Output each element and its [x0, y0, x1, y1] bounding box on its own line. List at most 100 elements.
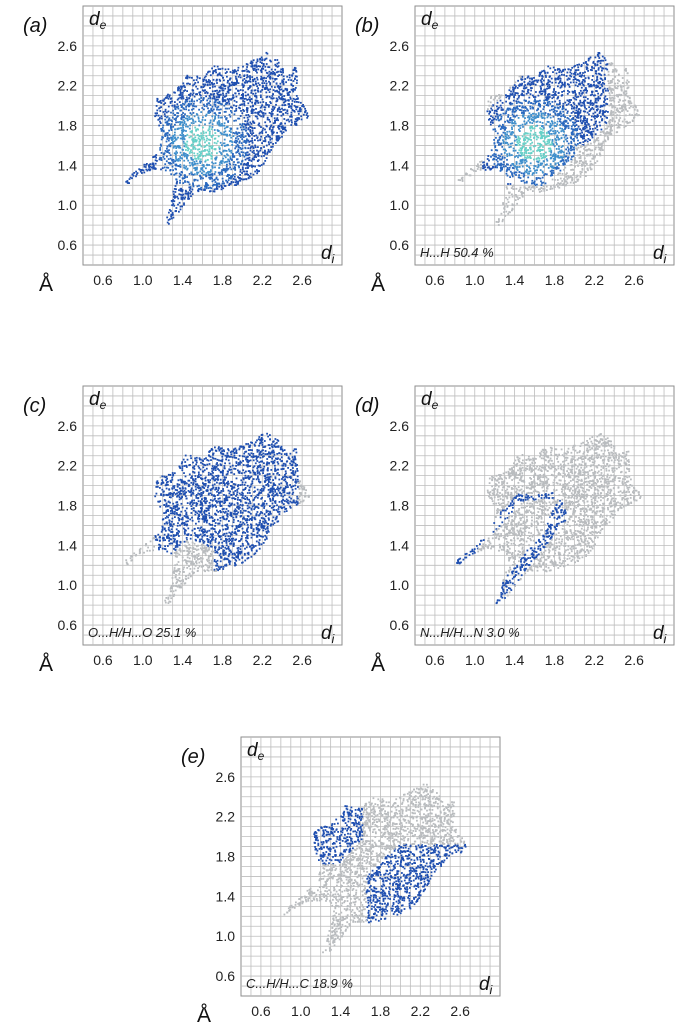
fingerprint-point — [183, 155, 186, 158]
fingerprint-point — [538, 159, 541, 162]
fingerprint-point — [502, 141, 505, 143]
fingerprint-point — [553, 125, 556, 127]
fingerprint-point — [194, 168, 197, 170]
fingerprint-point — [534, 134, 537, 136]
fingerprint-point — [188, 118, 191, 120]
fingerprint-point — [207, 187, 210, 189]
fingerprint-point — [243, 110, 245, 112]
fingerprint-point — [252, 146, 255, 149]
fingerprint-point — [166, 216, 169, 219]
fingerprint-point — [591, 107, 594, 109]
fingerprint-point — [171, 139, 173, 141]
fingerprint-point — [146, 163, 148, 165]
fingerprint-point — [268, 128, 271, 131]
fingerprint-point — [246, 157, 249, 160]
fingerprint-point — [204, 89, 206, 92]
fingerprint-point — [517, 198, 519, 201]
fingerprint-point — [190, 117, 193, 120]
fingerprint-point — [262, 163, 265, 165]
fingerprint-point — [597, 137, 600, 139]
fingerprint-point — [619, 107, 621, 110]
fingerprint-point — [174, 131, 176, 134]
fingerprint-point — [155, 105, 158, 107]
fingerprint-point — [615, 108, 618, 111]
fingerprint-point — [184, 167, 187, 170]
fingerprint-point — [509, 102, 512, 105]
fingerprint-point — [602, 59, 604, 62]
fingerprint-point — [505, 141, 508, 144]
fingerprint-point — [179, 163, 182, 166]
fingerprint-point — [570, 72, 573, 75]
fingerprint-point — [238, 92, 240, 95]
fingerprint-point — [549, 148, 552, 151]
fingerprint-point — [143, 171, 146, 174]
fingerprint-point — [269, 136, 272, 139]
fingerprint-point — [505, 100, 507, 103]
fingerprint-point — [245, 79, 247, 82]
fingerprint-point — [582, 117, 585, 120]
fingerprint-point — [513, 139, 516, 142]
fingerprint-point — [202, 80, 205, 83]
fingerprint-point — [249, 80, 252, 83]
fingerprint-point — [602, 109, 604, 112]
fingerprint-point — [180, 85, 182, 88]
fingerprint-point — [197, 171, 200, 174]
fingerprint-point — [177, 197, 180, 200]
fingerprint-point — [557, 185, 559, 188]
fingerprint-point — [554, 179, 556, 181]
fingerprint-point — [493, 139, 495, 141]
fingerprint-point — [584, 96, 587, 99]
fingerprint-point — [579, 83, 582, 86]
fingerprint-point — [586, 111, 589, 114]
fingerprint-point — [597, 55, 600, 58]
fingerprint-point — [572, 81, 575, 84]
fingerprint-point — [214, 162, 217, 165]
fingerprint-point — [508, 146, 511, 149]
fingerprint-point — [184, 189, 187, 192]
fingerprint-point — [570, 69, 572, 71]
y-tick-label: 1.0 — [390, 197, 410, 213]
fingerprint-point — [549, 122, 552, 125]
fingerprint-point — [245, 142, 247, 144]
fingerprint-point — [487, 100, 490, 103]
fingerprint-point — [534, 131, 537, 134]
fingerprint-point — [239, 136, 242, 139]
fingerprint-point — [228, 174, 231, 176]
fingerprint-point — [189, 124, 191, 127]
fingerprint-point — [528, 170, 530, 173]
fingerprint-point — [578, 80, 581, 82]
fingerprint-point — [238, 152, 240, 155]
fingerprint-point — [179, 151, 182, 154]
fingerprint-point — [210, 147, 213, 150]
fingerprint-point — [243, 104, 246, 107]
fingerprint-point — [533, 167, 535, 170]
fingerprint-point — [529, 107, 532, 110]
fingerprint-point — [282, 126, 285, 129]
fingerprint-point — [515, 163, 518, 165]
fingerprint-point — [223, 138, 226, 141]
fingerprint-point — [598, 52, 601, 55]
fingerprint-point — [477, 166, 480, 169]
fingerprint-point — [625, 114, 627, 117]
fingerprint-point — [216, 65, 219, 68]
fingerprint-point — [614, 111, 617, 114]
fingerprint-point — [205, 95, 207, 98]
fingerprint-point — [516, 169, 519, 171]
fingerprint-point — [577, 178, 580, 181]
fingerprint-point — [288, 74, 291, 76]
fingerprint-point — [487, 155, 490, 157]
fingerprint-point — [543, 190, 546, 192]
fingerprint-point — [210, 157, 213, 160]
fingerprint-point — [195, 139, 198, 142]
fingerprint-point — [602, 67, 605, 70]
fingerprint-point — [557, 162, 560, 164]
fingerprint-point — [217, 135, 220, 138]
fingerprint-point — [208, 132, 211, 135]
fingerprint-point — [573, 76, 575, 79]
fingerprint-point — [552, 157, 555, 160]
fingerprint-point — [524, 87, 526, 90]
fingerprint-point — [282, 80, 285, 83]
fingerprint-point — [505, 196, 507, 199]
fingerprint-point — [549, 153, 552, 156]
fingerprint-point — [576, 115, 579, 118]
